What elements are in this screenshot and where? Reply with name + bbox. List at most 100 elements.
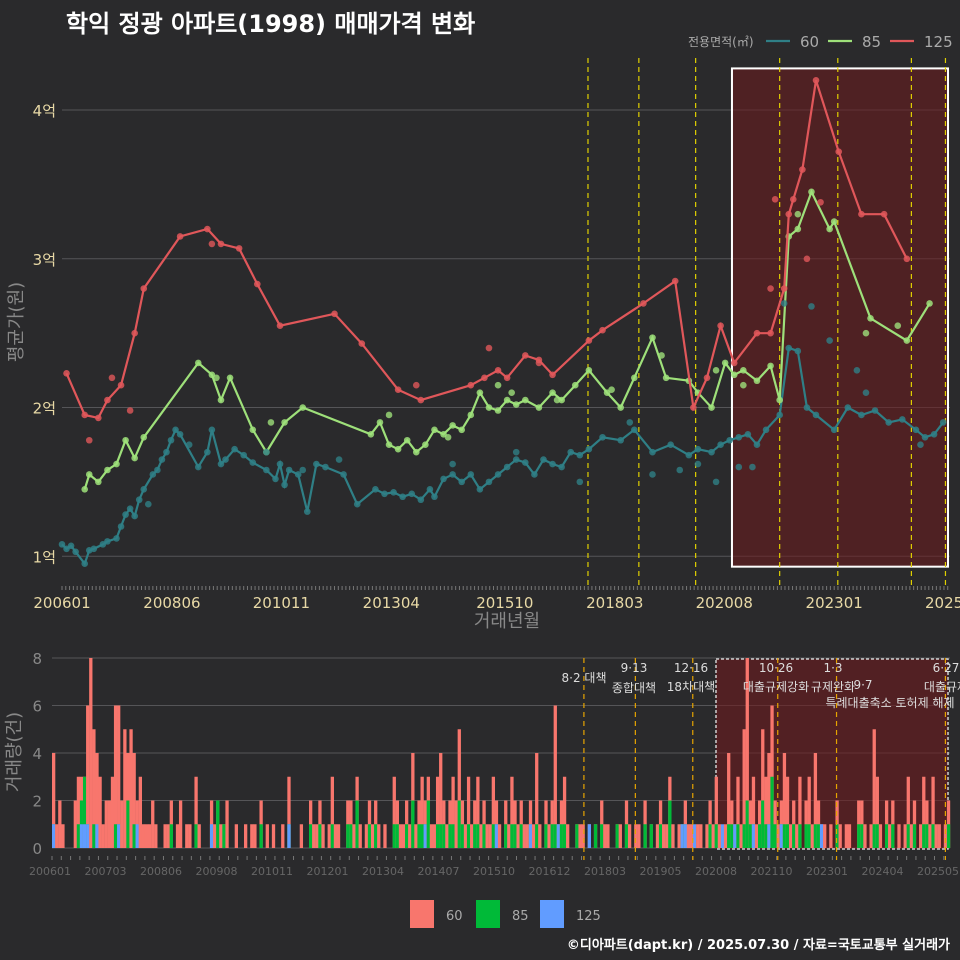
volume-bar-125 — [423, 824, 427, 848]
data-point-60 — [717, 441, 724, 449]
volume-bar-60 — [144, 824, 149, 848]
volume-bar-60 — [383, 824, 387, 848]
data-point-60 — [408, 490, 416, 498]
volume-bar-85 — [460, 824, 465, 848]
volume-bar-60 — [903, 824, 907, 848]
volume-bar-125 — [287, 824, 291, 848]
volume-xtick-label: 201612 — [529, 865, 571, 878]
data-point-60 — [222, 456, 229, 463]
volume-bar-60 — [401, 824, 406, 848]
data-point-125 — [730, 359, 738, 367]
data-point-60 — [122, 511, 129, 518]
data-point-125 — [817, 198, 824, 206]
volume-bar-60 — [618, 824, 622, 848]
data-point-85 — [512, 401, 520, 408]
volume-bar-60 — [76, 776, 81, 848]
policy-annotation-label: 특례대출축소 토허제 해제 — [825, 696, 954, 710]
volume-bar-85 — [770, 776, 774, 848]
data-point-60 — [467, 471, 475, 478]
volume-bar-85 — [761, 800, 765, 848]
data-point-60 — [231, 445, 238, 453]
volume-bar-125 — [494, 824, 499, 848]
volume-bar-85 — [624, 824, 629, 848]
data-point-85 — [85, 471, 93, 478]
volume-xtick-label: 202301 — [806, 865, 848, 878]
data-point-60 — [780, 300, 788, 307]
data-point-60 — [735, 433, 743, 441]
volume-bar-60 — [138, 776, 142, 848]
data-point-60 — [335, 456, 343, 463]
volume-bar-85 — [600, 824, 604, 848]
data-point-125 — [549, 371, 556, 379]
volume-bar-85 — [504, 824, 508, 848]
data-point-125 — [494, 367, 502, 374]
volume-bar-60 — [414, 824, 418, 848]
volume-bar-60 — [686, 824, 691, 848]
volume-bar-60 — [194, 776, 198, 848]
volume-bar-60 — [129, 729, 133, 848]
volume-bar-60 — [562, 776, 567, 848]
legend-label-85: 85 — [862, 33, 881, 51]
volume-bar-60 — [330, 776, 334, 848]
volume-bar-60 — [764, 776, 768, 848]
data-point-125 — [394, 386, 402, 393]
data-point-85 — [553, 396, 561, 404]
data-point-60 — [794, 347, 802, 355]
volume-bar-60 — [516, 824, 520, 848]
volume-bar-85 — [491, 824, 496, 848]
volume-bar-85 — [748, 824, 753, 848]
volume-bar-60 — [120, 800, 124, 848]
data-point-85 — [903, 337, 911, 344]
data-point-85 — [422, 441, 429, 449]
volume-bar-85 — [860, 824, 864, 848]
volume-bar-60 — [782, 753, 787, 848]
data-point-60 — [585, 445, 593, 453]
volume-bar-60 — [578, 824, 582, 848]
volume-bar-60 — [299, 824, 304, 848]
data-point-85 — [740, 381, 747, 389]
highlight-region — [730, 67, 949, 568]
volume-bar-125 — [117, 824, 121, 848]
data-point-85 — [376, 419, 384, 426]
data-point-85 — [585, 367, 593, 374]
volume-bar-85 — [872, 824, 876, 848]
volume-bar-60 — [547, 824, 551, 848]
volume-bar-60 — [742, 729, 746, 848]
data-point-60 — [72, 548, 79, 556]
volume-bar-85 — [816, 824, 821, 848]
volume-bar-125 — [779, 824, 783, 848]
volume-bar-60 — [754, 824, 759, 848]
data-point-125 — [880, 210, 888, 218]
data-point-60 — [522, 459, 529, 466]
volume-bar-60 — [429, 824, 434, 848]
data-point-60 — [803, 404, 811, 411]
volume-bar-60 — [829, 824, 833, 848]
volume-bar-125 — [82, 824, 87, 848]
volume-xtick-label: 201905 — [640, 865, 682, 878]
volume-bar-60 — [321, 824, 325, 848]
data-point-60 — [131, 512, 138, 520]
data-point-60 — [549, 460, 556, 468]
data-point-60 — [930, 430, 938, 438]
data-point-125 — [767, 329, 774, 337]
volume-bar-60 — [813, 753, 818, 848]
volume-bar-85 — [473, 824, 477, 848]
volume-bar-60 — [479, 824, 483, 848]
data-point-60 — [503, 463, 511, 471]
volume-bar-85 — [309, 824, 313, 848]
volume-bar-60 — [470, 824, 474, 848]
volume-xtick-label: 201201 — [307, 865, 349, 878]
volume-bar-85 — [132, 824, 136, 848]
volume-bar-60 — [510, 776, 514, 848]
legend-label-125: 125 — [924, 33, 953, 51]
data-point-85 — [826, 225, 833, 233]
data-point-60 — [939, 419, 947, 426]
data-point-85 — [503, 396, 511, 404]
volume-bar-85 — [884, 824, 889, 848]
volume-bar-60 — [727, 753, 731, 848]
data-point-125 — [467, 381, 475, 389]
volume-bar-85 — [559, 824, 564, 848]
volume-bar-85 — [451, 824, 455, 848]
policy-annotation-date: 6·27 — [933, 661, 960, 675]
volume-bar-125 — [751, 824, 756, 848]
